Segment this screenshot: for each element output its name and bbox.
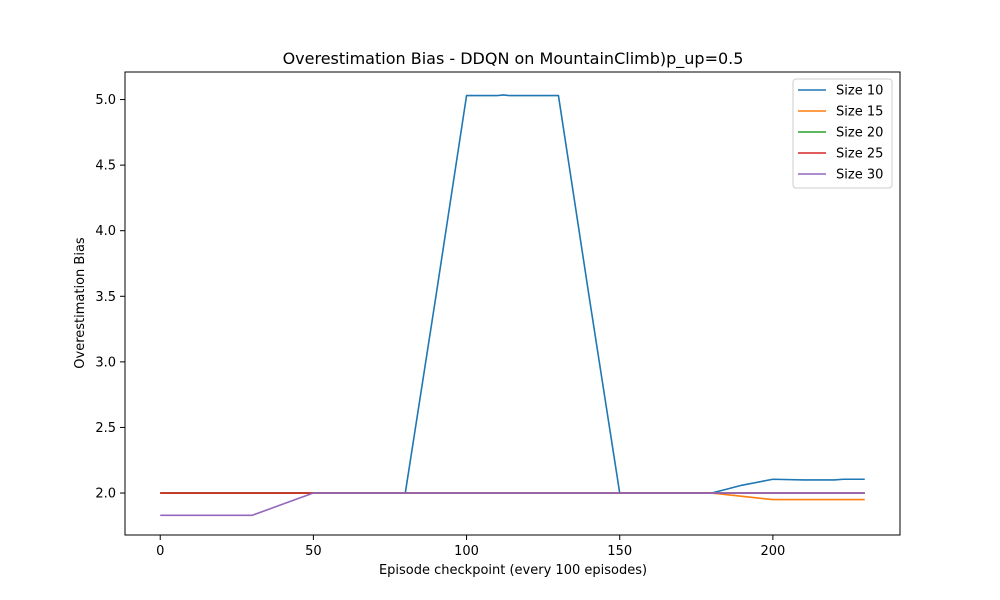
legend: Size 10 Size 15 Size 20 Size 25 Size 30 xyxy=(792,78,893,189)
legend-box xyxy=(792,78,893,189)
x-axis-label: Episode checkpoint (every 100 episodes) xyxy=(379,563,647,578)
y-tick-label: 5.0 xyxy=(95,93,116,108)
y-tick-label: 4.5 xyxy=(95,159,116,174)
y-axis: 2.0 2.5 3.0 3.5 4.0 4.5 5.0 xyxy=(95,93,125,502)
x-tick-label: 50 xyxy=(305,544,322,559)
series-layer xyxy=(160,94,865,517)
x-tick-label: 0 xyxy=(156,544,164,559)
axes-frame xyxy=(124,71,901,536)
legend-label-size-20: Size 20 xyxy=(836,126,883,141)
legend-label-size-15: Size 15 xyxy=(836,105,883,120)
x-tick-label: 200 xyxy=(760,544,785,559)
y-tick-label: 2.5 xyxy=(95,421,116,436)
x-tick-label: 150 xyxy=(607,544,632,559)
y-tick-label: 2.0 xyxy=(95,487,116,502)
x-tick-label: 100 xyxy=(454,544,479,559)
y-axis-label: Overestimation Bias xyxy=(73,237,88,369)
legend-label-size-25: Size 25 xyxy=(836,147,883,162)
y-tick-label: 4.0 xyxy=(95,224,116,239)
chart-title: Overestimation Bias - DDQN on MountainCl… xyxy=(283,49,744,69)
series-line-size-10 xyxy=(160,94,865,494)
x-axis: 0 50 100 150 200 xyxy=(156,535,785,559)
legend-label-size-10: Size 10 xyxy=(836,84,883,99)
y-tick-label: 3.5 xyxy=(95,290,116,305)
y-tick-label: 3.0 xyxy=(95,355,116,370)
legend-label-size-30: Size 30 xyxy=(836,168,883,183)
series-line-size-30 xyxy=(160,492,865,517)
series-line-size-15 xyxy=(160,492,865,501)
